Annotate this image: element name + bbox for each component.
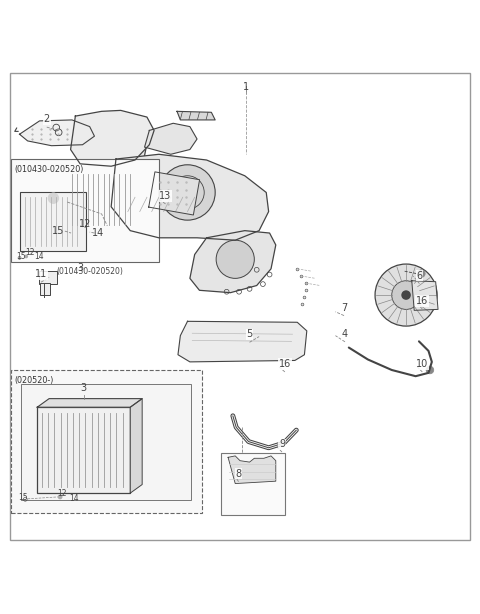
Text: 12: 12 [58,489,67,499]
Bar [39,283,50,295]
Circle shape [81,113,146,178]
Text: 9: 9 [279,439,285,449]
Text: 16: 16 [416,296,429,306]
Polygon shape [190,231,276,293]
Circle shape [401,290,411,300]
Circle shape [97,169,108,180]
Text: 1: 1 [243,82,249,91]
Polygon shape [149,172,200,215]
Polygon shape [20,120,95,146]
Text: 2: 2 [44,114,50,124]
Text: 14: 14 [92,228,104,238]
Text: 10: 10 [416,359,429,369]
Polygon shape [412,281,438,310]
Text: (020520-): (020520-) [15,376,54,385]
Bar [11,159,159,262]
Polygon shape [71,111,154,166]
Bar [67,169,138,231]
Polygon shape [177,111,215,120]
Text: 15: 15 [52,225,64,236]
Circle shape [426,366,434,374]
Text: 6: 6 [416,271,422,281]
Circle shape [107,139,120,153]
Polygon shape [111,154,269,240]
Bar [37,407,130,493]
Polygon shape [144,123,197,154]
Circle shape [58,494,62,499]
Text: 14: 14 [70,494,79,503]
Circle shape [48,192,59,204]
Polygon shape [228,456,276,484]
Bar [21,192,86,251]
Text: 3: 3 [81,383,87,393]
Bar [11,370,202,513]
Text: 15: 15 [16,252,25,261]
Polygon shape [37,398,142,407]
Text: (010430-020520): (010430-020520) [15,165,84,174]
Text: 3: 3 [77,263,83,273]
Text: 5: 5 [246,330,252,340]
Text: 7: 7 [341,303,347,313]
Bar [79,227,88,231]
Polygon shape [130,398,142,493]
Text: 16: 16 [279,359,291,369]
Circle shape [392,281,420,309]
Bar [84,228,90,237]
Text: 14: 14 [34,252,44,262]
Circle shape [418,270,425,278]
Circle shape [160,165,215,220]
Text: 8: 8 [236,469,241,479]
Text: (010430-020520): (010430-020520) [56,267,123,276]
Bar [22,384,191,500]
Bar [38,271,57,284]
Text: 11: 11 [35,270,47,279]
Text: 12: 12 [79,219,92,230]
Circle shape [375,264,437,326]
Text: 12: 12 [25,249,35,257]
Circle shape [24,255,28,258]
Text: 15: 15 [18,493,28,502]
Text: 13: 13 [159,191,172,201]
Text: 4: 4 [342,329,348,339]
Polygon shape [178,321,307,362]
Bar [221,453,285,515]
Circle shape [216,240,254,278]
